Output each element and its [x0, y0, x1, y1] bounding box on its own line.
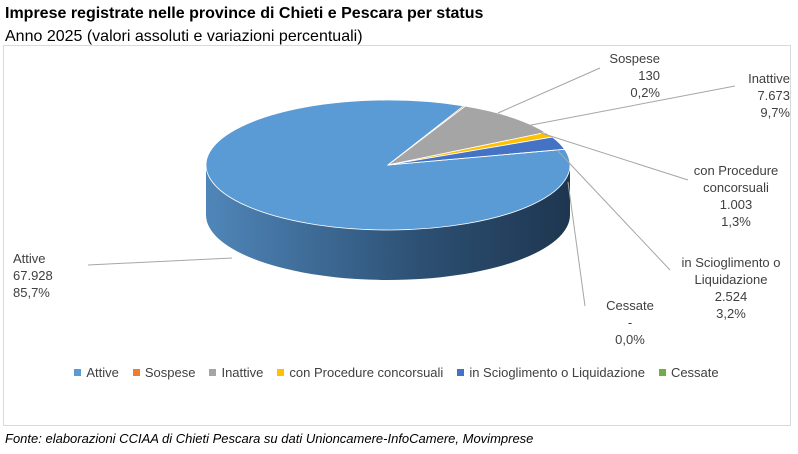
legend-item: Attive	[74, 365, 119, 380]
data-label-value: 2.524	[714, 289, 748, 304]
legend-item: in Scioglimento o Liquidazione	[457, 365, 645, 380]
leader-line	[567, 181, 586, 307]
legend-label: in Scioglimento o Liquidazione	[469, 365, 645, 380]
data-label: in Scioglimento o Liquidazione 2.524 3,2%	[666, 254, 796, 322]
data-label-name: in Scioglimento o Liquidazione	[681, 255, 781, 287]
data-label-value: 130	[638, 68, 660, 83]
slice	[387, 105, 547, 166]
data-label-name: Attive	[13, 251, 46, 266]
legend-item: con Procedure concorsuali	[277, 365, 443, 380]
legend-item: Cessate	[658, 365, 719, 380]
legend-label: con Procedure concorsuali	[289, 365, 444, 380]
data-label-name: Inattive	[748, 71, 790, 86]
data-label-percent: 3,2%	[716, 306, 746, 321]
legend-marker	[658, 369, 666, 376]
legend-label: Sospese	[144, 365, 196, 380]
data-label-percent: 0,2%	[630, 85, 660, 100]
legend-item: Sospese	[132, 365, 196, 380]
legend-marker	[209, 369, 217, 376]
legend-marker	[74, 369, 82, 376]
leader-line	[497, 67, 601, 114]
slice	[205, 99, 571, 231]
data-label-value: -	[627, 315, 633, 330]
legend-marker	[132, 369, 140, 376]
data-label-percent: 1,3%	[721, 214, 751, 229]
legend-label: Inattive	[221, 365, 264, 380]
data-label: Sospese 130 0,2%	[560, 50, 660, 101]
data-label: con Procedure concorsuali 1.003 1,3%	[676, 162, 796, 230]
source-note: Fonte: elaborazioni CCIAA di Chieti Pesc…	[5, 431, 533, 446]
data-label: Inattive 7.673 9,7%	[700, 70, 790, 121]
data-label-value: 1.003	[719, 197, 753, 212]
legend-marker	[457, 369, 465, 376]
data-label-percent: 9,7%	[760, 105, 790, 120]
legend-label: Attive	[86, 365, 119, 380]
legend-item: Inattive	[209, 365, 263, 380]
data-label-name: Cessate	[606, 298, 654, 313]
data-label: Cessate - 0,0%	[590, 297, 670, 348]
data-label: Attive 67.928 85,7%	[13, 250, 93, 301]
chart-title: Imprese registrate nelle province di Chi…	[5, 5, 484, 22]
chart-subtitle: Anno 2025 (valori assoluti e variazioni …	[5, 28, 363, 45]
data-label-value: 7.673	[757, 88, 790, 103]
leader-line	[540, 132, 689, 181]
slice-side	[206, 165, 570, 280]
leader-line	[525, 85, 736, 127]
data-label-name: Sospese	[609, 51, 660, 66]
legend: Attive Sospese Inattive con Procedure conco…	[3, 365, 790, 380]
data-label-percent: 0,0%	[615, 332, 645, 347]
data-label-value: 67.928	[13, 268, 53, 283]
leader-line	[87, 257, 233, 266]
data-label-name: con Procedure concorsuali	[693, 163, 779, 195]
data-label-percent: 85,7%	[13, 285, 50, 300]
legend-label: Cessate	[670, 365, 719, 380]
leader-line	[556, 149, 671, 271]
legend-marker	[277, 369, 285, 376]
